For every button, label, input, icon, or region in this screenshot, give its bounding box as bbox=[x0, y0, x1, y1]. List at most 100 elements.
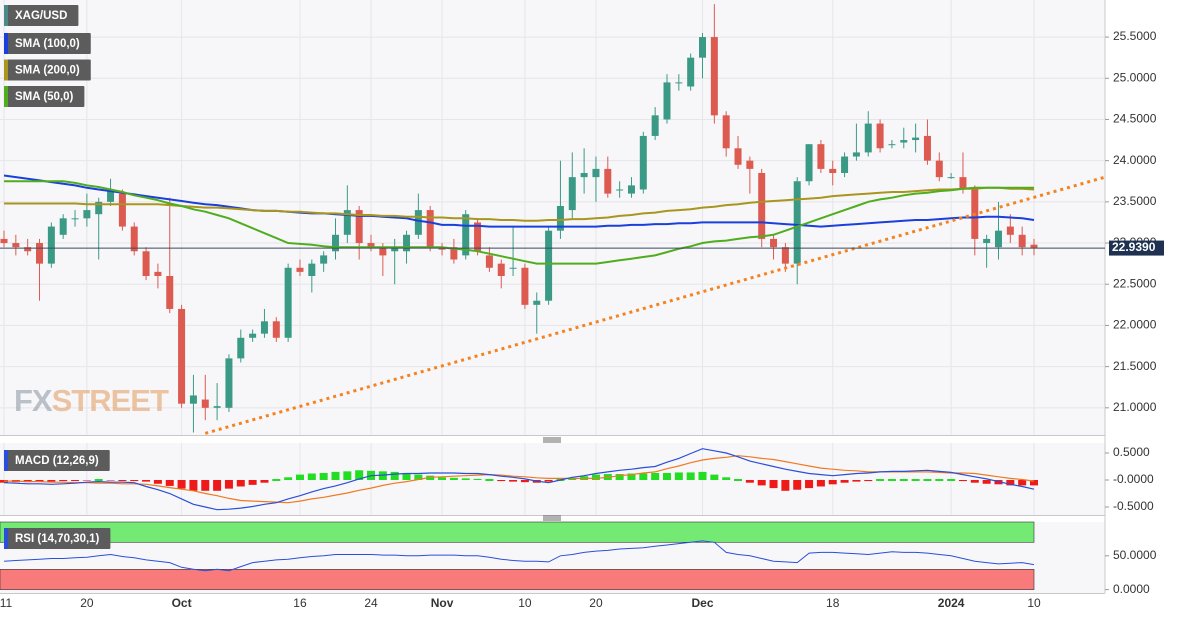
legend-label: XAG/USD bbox=[15, 10, 67, 22]
candle-body bbox=[24, 247, 32, 252]
histogram-bar bbox=[662, 472, 671, 480]
histogram-bar bbox=[520, 479, 529, 483]
candle-body bbox=[284, 267, 292, 338]
y-tick-label: 0.0000 bbox=[1113, 582, 1150, 596]
legend-label: MACD (12,26,9) bbox=[15, 455, 99, 467]
y-tick-label: 21.0000 bbox=[1113, 400, 1157, 414]
resize-handle[interactable] bbox=[543, 437, 561, 443]
histogram-bar bbox=[781, 479, 790, 491]
legend-swatch bbox=[4, 86, 8, 107]
watermark: FXSTREET bbox=[14, 383, 169, 418]
histogram-bar bbox=[674, 472, 683, 480]
histogram-bar bbox=[686, 472, 695, 480]
histogram-bar bbox=[414, 474, 423, 480]
histogram-bar bbox=[106, 479, 115, 481]
histogram-bar bbox=[935, 478, 944, 481]
histogram-bar bbox=[272, 478, 281, 481]
candle-body bbox=[521, 267, 529, 305]
candle-body bbox=[36, 243, 44, 264]
x-tick-label: 2024 bbox=[938, 596, 965, 610]
y-tick-label: 21.5000 bbox=[1113, 359, 1157, 373]
histogram-bar bbox=[509, 479, 518, 482]
overbought-band bbox=[0, 521, 1035, 543]
histogram-bar bbox=[734, 478, 743, 481]
candle-body bbox=[616, 189, 624, 191]
candle-body bbox=[592, 168, 600, 178]
legend-box bbox=[4, 59, 91, 81]
histogram-bar bbox=[461, 478, 470, 480]
candle-body bbox=[130, 226, 138, 252]
histogram-bar bbox=[757, 479, 766, 486]
candle-body bbox=[722, 115, 730, 149]
x-tick-label: 16 bbox=[293, 596, 307, 610]
legend-label: SMA (200,0) bbox=[15, 65, 80, 77]
histogram-bar bbox=[864, 479, 873, 482]
histogram-bar bbox=[284, 477, 293, 480]
resize-handle[interactable] bbox=[543, 515, 561, 521]
legend-swatch bbox=[4, 59, 8, 81]
histogram-bar bbox=[1030, 479, 1038, 486]
candle-body bbox=[367, 243, 375, 248]
histogram-bar bbox=[745, 479, 754, 483]
y-tick-label: 24.5000 bbox=[1113, 112, 1157, 126]
candle-body bbox=[935, 160, 943, 178]
candle-body bbox=[272, 321, 280, 338]
legend-box bbox=[4, 450, 110, 471]
candle-body bbox=[994, 230, 1002, 248]
oversold-band bbox=[0, 569, 1035, 590]
candle-body bbox=[864, 123, 872, 153]
y-tick-label: 0.5000 bbox=[1113, 445, 1150, 459]
y-tick-label: 24.0000 bbox=[1113, 153, 1157, 167]
legend-box bbox=[4, 86, 85, 107]
candle-body bbox=[663, 82, 671, 120]
histogram-bar bbox=[805, 479, 814, 489]
histogram-bar bbox=[355, 470, 364, 480]
legend-swatch bbox=[4, 5, 8, 26]
histogram-bar bbox=[295, 474, 304, 480]
histogram-bar bbox=[651, 472, 660, 480]
histogram-bar bbox=[35, 479, 44, 482]
rsi-line bbox=[3, 540, 1035, 572]
histogram-bar bbox=[260, 479, 269, 483]
candle-body bbox=[852, 152, 860, 157]
legend-box bbox=[4, 528, 111, 549]
histogram-bar bbox=[710, 474, 719, 480]
histogram-bar bbox=[970, 479, 979, 483]
candle-body bbox=[0, 238, 8, 244]
legend-label: RSI (14,70,30,1) bbox=[15, 533, 100, 545]
histogram-bar bbox=[769, 479, 778, 489]
candle-body bbox=[734, 148, 742, 165]
histogram-bar bbox=[47, 479, 56, 482]
histogram-bar bbox=[307, 473, 316, 480]
histogram-bar bbox=[840, 479, 849, 483]
candle-body bbox=[509, 267, 517, 269]
histogram-bar bbox=[639, 473, 648, 480]
histogram-bar bbox=[473, 478, 482, 480]
y-tick-label: 22.0000 bbox=[1113, 318, 1157, 332]
last-price-label: 22.9390 bbox=[1112, 240, 1156, 254]
candle-body bbox=[118, 193, 126, 227]
legend-swatch bbox=[4, 528, 8, 549]
legend-label: SMA (50,0) bbox=[15, 91, 74, 103]
candle-body bbox=[189, 395, 197, 404]
candle-body bbox=[829, 168, 837, 174]
candle-body bbox=[888, 144, 896, 146]
histogram-bar bbox=[887, 478, 896, 481]
candle-body bbox=[793, 181, 801, 264]
candle-body bbox=[1018, 234, 1026, 248]
y-tick-label: 50.0000 bbox=[1113, 548, 1157, 562]
histogram-bar bbox=[947, 478, 956, 481]
x-tick-label: 18 bbox=[826, 596, 840, 610]
candle-body bbox=[533, 300, 541, 305]
candle-body bbox=[414, 210, 422, 235]
candle-body bbox=[912, 137, 920, 141]
candle-body bbox=[580, 173, 588, 178]
candle-body bbox=[237, 337, 245, 359]
legend-box bbox=[4, 33, 91, 54]
x-tick-label: 10 bbox=[518, 596, 532, 610]
last-price-box bbox=[1109, 240, 1164, 256]
candle-body bbox=[1006, 226, 1014, 235]
histogram-bar bbox=[319, 472, 328, 480]
histogram-bar bbox=[165, 479, 174, 486]
